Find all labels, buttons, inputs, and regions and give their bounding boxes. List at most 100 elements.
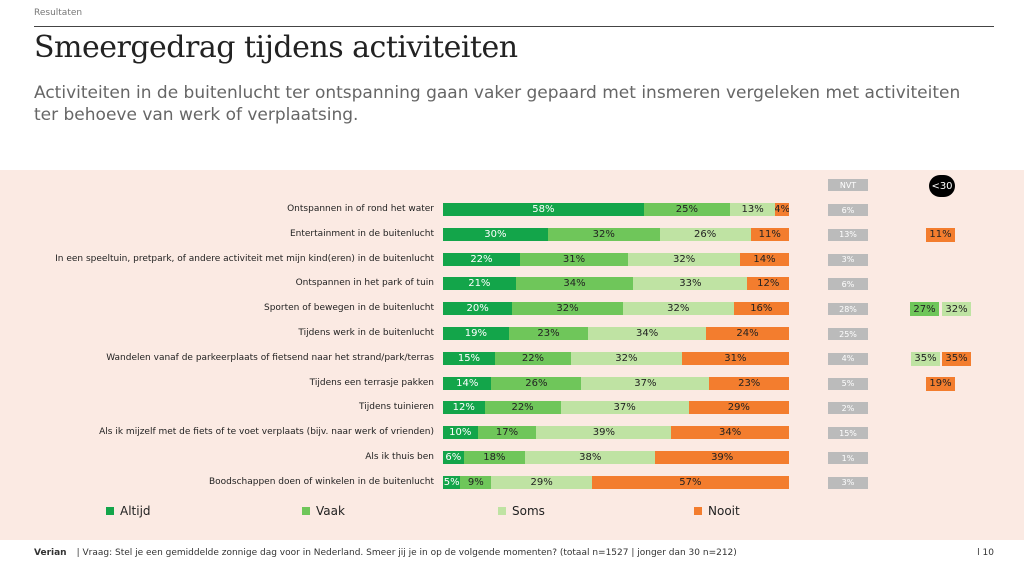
category-label: Tijdens tuinieren: [359, 402, 434, 413]
bar-segment-altijd: 5%: [443, 475, 461, 489]
nvt-value: 1%: [828, 452, 868, 464]
bar-segment-altijd: 20%: [443, 302, 513, 316]
bar-segment-soms: 38%: [525, 451, 656, 464]
nvt-value: 6%: [828, 278, 868, 291]
bar-segment-soms: 32%: [622, 302, 734, 316]
bar-segment-nooit: 39%: [655, 451, 789, 464]
legend-label-altijd: Altijd: [120, 504, 151, 518]
category-label: Boodschappen doen of winkelen in de buit…: [209, 476, 434, 487]
bar-segment-altijd: 10%: [443, 426, 478, 440]
bar-segment-vaak: 25%: [643, 203, 731, 216]
bar-segment-nooit: 14%: [740, 252, 789, 266]
bar-segment-vaak: 26%: [491, 376, 582, 390]
nvt-value: 3%: [828, 476, 868, 489]
bar-segment-vaak: 22%: [494, 351, 571, 365]
bar-segment-soms: 33%: [633, 277, 748, 291]
nvt-header: NVT: [828, 179, 868, 191]
bar-segment-soms: 34%: [588, 327, 706, 340]
bar-segment-nooit: 34%: [671, 426, 789, 440]
bar-segment-altijd: 58%: [443, 203, 644, 216]
bar-segment-soms: 39%: [536, 426, 672, 440]
bar-segment-vaak: 34%: [515, 277, 634, 291]
bar-segment-soms: 29%: [491, 475, 592, 489]
bar-segment-soms: 13%: [730, 203, 776, 216]
bar-segment-nooit: 4%: [775, 203, 789, 216]
bar-segment-vaak: 22%: [484, 401, 561, 415]
category-label: Ontspannen in het park of tuin: [295, 278, 434, 289]
bar-segment-nooit: 16%: [733, 302, 789, 316]
bar-segment-vaak: 18%: [463, 451, 526, 464]
legend-altijd: Altijd: [106, 504, 151, 518]
legend-label-vaak: Vaak: [316, 504, 345, 518]
bar-segment-nooit: 24%: [705, 327, 789, 340]
nvt-value: 13%: [828, 228, 868, 241]
young-value-vaak: 27%: [910, 302, 939, 317]
young-value-soms: 32%: [942, 302, 971, 317]
legend-swatch-nooit: [694, 507, 702, 515]
page-title: Smeergedrag tijdens activiteiten: [34, 30, 518, 65]
bar-segment-altijd: 15%: [443, 351, 495, 365]
bar-segment-altijd: 6%: [443, 451, 464, 464]
bar-segment-vaak: 9%: [460, 475, 492, 489]
page-subtitle: Activiteiten in de buitenlucht ter ontsp…: [34, 83, 961, 125]
bar-segment-altijd: 21%: [443, 277, 516, 291]
bar-segment-nooit: 29%: [688, 401, 789, 415]
bar-segment-altijd: 19%: [443, 327, 509, 340]
young-value-soms: 35%: [911, 351, 940, 366]
bar-segment-vaak: 23%: [508, 327, 589, 340]
bar-segment-soms: 32%: [571, 351, 682, 365]
nvt-value: 5%: [828, 377, 868, 390]
legend-swatch-altijd: [106, 507, 114, 515]
nvt-value: 25%: [828, 328, 868, 340]
category-label: Als ik mijzelf met de fiets of te voet v…: [99, 427, 434, 438]
nvt-value: 6%: [828, 204, 868, 216]
bar-segment-nooit: 11%: [750, 227, 789, 241]
category-label: Ontspannen in of rond het water: [287, 204, 434, 214]
header-rule: [34, 0, 994, 27]
bar-segment-nooit: 23%: [709, 376, 789, 390]
legend-label-soms: Soms: [512, 504, 545, 518]
young-value-nooit: 11%: [926, 227, 955, 242]
nvt-value: 2%: [828, 402, 868, 415]
bar-segment-soms: 37%: [560, 401, 689, 415]
category-label: Sporten of bewegen in de buitenlucht: [263, 303, 434, 314]
footer-brand: Verian: [34, 548, 67, 558]
bar-segment-soms: 37%: [581, 376, 710, 390]
category-label: Tijdens een terrasje pakken: [309, 377, 434, 388]
bar-segment-nooit: 31%: [681, 351, 789, 365]
young-value-nooit: 19%: [926, 376, 955, 391]
footer: Verian | Vraag: Stel je een gemiddelde zo…: [34, 548, 737, 558]
bar-segment-altijd: 22%: [443, 252, 520, 266]
bar-segment-nooit: 57%: [591, 475, 789, 489]
bar-segment-altijd: 14%: [443, 376, 492, 390]
young-header-badge: <30: [929, 175, 955, 197]
young-value-nooit: 35%: [942, 351, 971, 366]
category-label: Wandelen vanaf de parkeerplaats of fiets…: [106, 352, 434, 363]
legend-swatch-vaak: [302, 507, 310, 515]
bar-segment-altijd: 12%: [443, 401, 485, 415]
legend-nooit: Nooit: [694, 504, 740, 518]
category-label: Entertainment in de buitenlucht: [289, 228, 434, 239]
page-number: l 10: [977, 548, 994, 558]
nvt-value: 3%: [828, 253, 868, 266]
category-label: In een speeltuin, pretpark, of andere ac…: [55, 253, 434, 264]
footer-note: | Vraag: Stel je een gemiddelde zonnige …: [76, 548, 737, 558]
legend-soms: Soms: [498, 504, 545, 518]
nvt-value: 28%: [828, 303, 868, 316]
category-label: Als ik thuis ben: [365, 452, 434, 462]
legend-vaak: Vaak: [302, 504, 345, 518]
bar-segment-vaak: 32%: [547, 227, 660, 241]
bar-segment-soms: 26%: [659, 227, 751, 241]
nvt-value: 4%: [828, 352, 868, 365]
nvt-value: 15%: [828, 427, 868, 440]
category-label: Tijdens werk in de buitenlucht: [298, 328, 434, 338]
bar-segment-vaak: 17%: [477, 426, 537, 440]
bar-segment-vaak: 31%: [519, 252, 629, 266]
bar-segment-soms: 32%: [628, 252, 741, 266]
legend-label-nooit: Nooit: [708, 504, 740, 518]
bar-segment-nooit: 12%: [747, 277, 789, 291]
legend-swatch-soms: [498, 507, 506, 515]
bar-segment-altijd: 30%: [443, 227, 548, 241]
bar-segment-vaak: 32%: [512, 302, 623, 316]
section-label: Resultaten: [34, 8, 83, 18]
